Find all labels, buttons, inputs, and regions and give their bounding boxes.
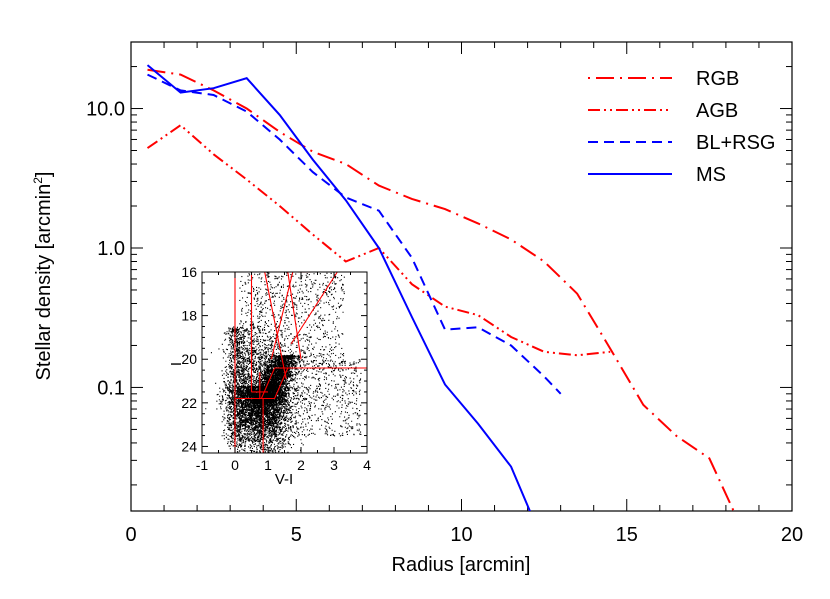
legend-agb-label: AGB: [696, 100, 738, 122]
x-tick-label: 0: [125, 524, 136, 546]
legend: RGB AGB BL+RSG MS: [588, 68, 775, 186]
y-axis-label-close: ]: [33, 172, 55, 178]
y-axis-label-main: Stellar density [arcmin: [33, 184, 55, 381]
y-axis-label: Stellar density [arcmin2]: [31, 172, 55, 381]
inset-selection-line: [270, 272, 294, 360]
inset-y-tick-label: 22: [181, 395, 197, 411]
y-axis-label-superscript: 2: [31, 177, 45, 184]
inset-x-tick-label: 1: [264, 457, 272, 473]
inset-x-tick-label: 3: [330, 457, 338, 473]
inset-x-axis-label: V-I: [275, 471, 293, 488]
inset-cmd: -1 0 1 2 3 4 16 18 20 22 24 V-I I: [168, 264, 371, 488]
inset-selection-line: [264, 272, 287, 380]
inset-x-tick-label: -1: [196, 457, 209, 473]
legend-rgb-label: RGB: [696, 68, 739, 90]
inset-y-tick-label: 20: [181, 351, 197, 367]
inset-selection-line: [287, 272, 302, 360]
inset-x-tick-label: 0: [231, 457, 239, 473]
inset-selection-line: [260, 367, 289, 400]
inset-y-tick-label: 16: [181, 264, 197, 280]
legend-blrsg-label: BL+RSG: [696, 132, 775, 154]
series-line-bl-rsg: [147, 73, 562, 395]
inset-y-tick-label: 18: [181, 308, 197, 324]
inset-y-axis-label: I: [168, 362, 185, 366]
y-tick-label: 10.0: [86, 99, 125, 121]
x-tick-label: 10: [450, 524, 472, 546]
x-tick-label: 15: [616, 524, 638, 546]
series-line-rgb: [147, 68, 735, 511]
inset-x-tick-label: 2: [297, 457, 305, 473]
x-tick-label: 5: [291, 524, 302, 546]
x-tick-label: 20: [781, 524, 803, 546]
x-axis-label: Radius [arcmin]: [392, 554, 531, 576]
inset-x-tick-label: 4: [363, 457, 371, 473]
y-tick-label: 1.0: [97, 238, 125, 260]
y-tick-label: 0.1: [97, 377, 125, 399]
inset-selection-boxes: [234, 272, 367, 453]
inset-y-tick-label: 24: [181, 438, 197, 454]
legend-ms-label: MS: [696, 164, 726, 186]
series-line-ms: [146, 64, 531, 511]
inset-selection-line: [290, 272, 338, 345]
